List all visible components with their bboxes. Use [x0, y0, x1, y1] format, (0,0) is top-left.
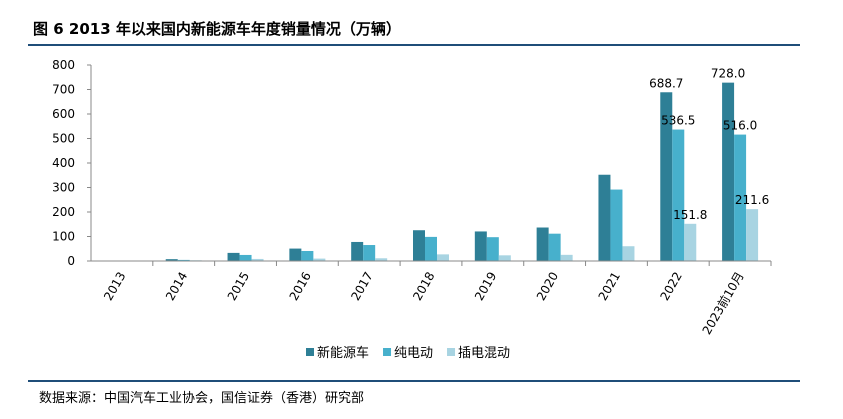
legend-label: 纯电动	[394, 346, 433, 361]
x-tick-label: 2020	[534, 270, 561, 303]
figure-title: 图 6 2013 年以来国内新能源车年度销量情况（万辆）	[33, 20, 401, 38]
bar	[363, 245, 376, 261]
bar	[301, 250, 314, 261]
bar	[165, 259, 178, 261]
bar	[313, 258, 326, 261]
x-tick-label: 2019	[472, 270, 499, 303]
bar	[498, 255, 511, 261]
legend-swatch	[383, 348, 392, 356]
y-tick-label: 200	[52, 205, 75, 219]
y-tick-label: 0	[67, 254, 75, 268]
y-tick-label: 500	[52, 132, 75, 146]
title-divider	[28, 44, 800, 46]
legend-swatch	[306, 348, 314, 356]
bar	[474, 231, 487, 261]
x-tick-label: 2017	[348, 270, 375, 303]
data-label: 516.0	[723, 119, 757, 133]
y-tick-label: 700	[52, 83, 75, 97]
y-tick-label: 800	[52, 58, 75, 72]
x-tick-label: 2021	[596, 270, 623, 303]
bar	[536, 227, 549, 261]
bar	[672, 129, 685, 261]
bar	[375, 258, 388, 261]
y-tick-label: 300	[52, 181, 75, 195]
bar	[746, 209, 759, 261]
bar	[734, 134, 747, 261]
data-label: 151.8	[673, 208, 707, 222]
bar	[548, 233, 561, 261]
bar	[560, 254, 573, 261]
x-tick-label: 2014	[163, 270, 190, 303]
bar	[227, 252, 240, 261]
bar	[413, 230, 425, 261]
x-tick-label: 2015	[225, 270, 252, 303]
bar	[486, 237, 499, 261]
y-tick-label: 400	[52, 156, 75, 170]
bar	[251, 258, 264, 261]
legend-label: 新能源车	[317, 345, 369, 361]
bar	[610, 189, 623, 261]
bar	[351, 241, 364, 261]
bar	[425, 236, 437, 261]
data-source-note: 数据来源：中国汽车工业协会，国信证券（香港）研究部	[39, 391, 365, 406]
legend-swatch	[447, 348, 456, 356]
legend-label: 插电混动	[458, 346, 510, 361]
bar	[239, 254, 252, 261]
y-tick-label: 100	[52, 230, 75, 244]
bar	[177, 259, 190, 261]
x-tick-label: 2018	[410, 270, 437, 303]
bar	[437, 254, 449, 261]
bar	[660, 92, 673, 262]
x-tick-label: 2013	[101, 270, 128, 303]
y-tick-label: 600	[52, 107, 75, 121]
bar	[598, 174, 611, 261]
bar	[622, 246, 635, 261]
data-label: 688.7	[649, 76, 683, 90]
x-tick-label: 2023前10月	[699, 269, 747, 337]
data-label: 536.5	[661, 114, 695, 128]
x-tick-label: 2016	[287, 270, 314, 303]
x-tick-label: 2022	[657, 270, 684, 303]
data-label: 211.6	[735, 193, 769, 207]
bar	[684, 223, 697, 261]
data-label: 728.0	[711, 67, 745, 81]
bar	[722, 82, 735, 261]
footer-divider	[28, 380, 800, 382]
bar	[289, 248, 302, 261]
